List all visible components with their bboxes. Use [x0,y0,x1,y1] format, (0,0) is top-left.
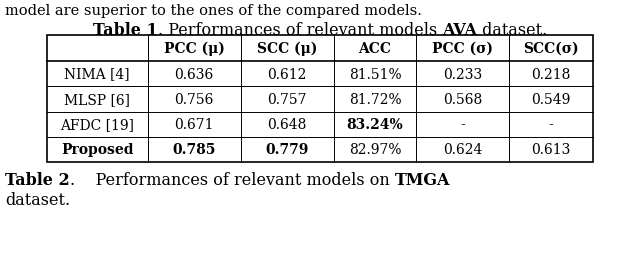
Text: SCC (μ): SCC (μ) [257,42,317,56]
Text: ACC: ACC [358,42,392,56]
Text: dataset.: dataset. [5,191,70,208]
Text: PCC (μ): PCC (μ) [164,42,225,56]
Text: 0.568: 0.568 [444,92,483,106]
Text: 0.785: 0.785 [172,143,216,157]
Text: 83.24%: 83.24% [347,118,403,132]
Text: 0.613: 0.613 [531,143,571,157]
Text: -: - [460,118,465,132]
Text: 0.612: 0.612 [268,67,307,81]
Text: 81.72%: 81.72% [349,92,401,106]
Text: 0.636: 0.636 [175,67,214,81]
Text: 82.97%: 82.97% [349,143,401,157]
Text: 0.549: 0.549 [531,92,571,106]
Text: 0.756: 0.756 [174,92,214,106]
Text: Table 1: Table 1 [93,22,157,39]
Text: . Performances of relevant models: . Performances of relevant models [157,22,442,39]
Text: .    Performances of relevant models on: . Performances of relevant models on [70,171,395,188]
Text: AVA: AVA [442,22,477,39]
Text: 0.218: 0.218 [531,67,571,81]
Text: Proposed: Proposed [61,143,134,157]
Text: 81.51%: 81.51% [349,67,401,81]
Text: 0.624: 0.624 [443,143,483,157]
Text: 0.233: 0.233 [444,67,483,81]
Text: PCC (σ): PCC (σ) [433,42,493,56]
Text: NIMA [4]: NIMA [4] [65,67,130,81]
Text: 0.757: 0.757 [268,92,307,106]
Text: AFDC [19]: AFDC [19] [60,118,134,132]
Text: 0.671: 0.671 [174,118,214,132]
Text: model are superior to the ones of the compared models.: model are superior to the ones of the co… [5,4,422,18]
Text: 0.648: 0.648 [268,118,307,132]
Bar [47,36,593,162]
Text: MLSP [6]: MLSP [6] [64,92,131,106]
Text: -: - [549,118,554,132]
Text: 0.779: 0.779 [266,143,309,157]
Text: SCC(σ): SCC(σ) [524,42,579,56]
Text: Table 2: Table 2 [5,171,70,188]
Text: TMGA: TMGA [395,171,450,188]
Text: dataset.: dataset. [477,22,547,39]
